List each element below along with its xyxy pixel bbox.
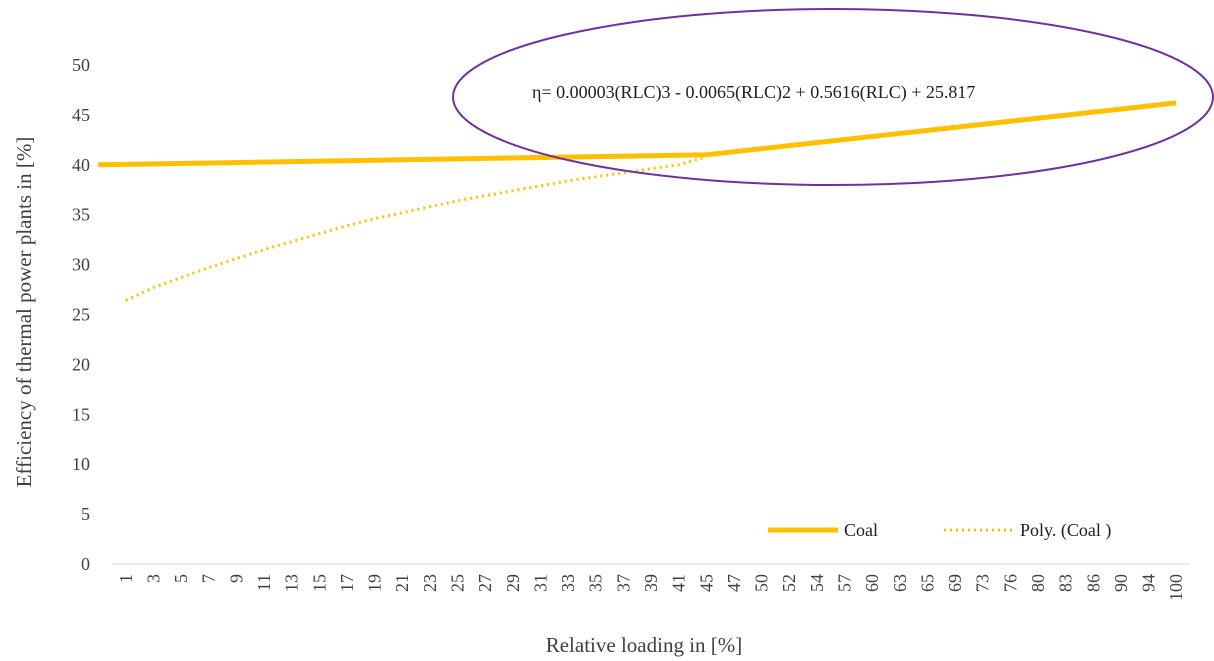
x-axis-ticks: 1 3 5 7 9 11 13 15 17 19 21 23 25 27 29 31 33 35 37 39 41 45 4… [116,574,1186,601]
legend-label-poly-coal: Poly. (Coal ) [1020,520,1111,541]
y-tick-label: 20 [72,354,90,374]
x-tick-label: 45 [696,574,716,592]
x-tick-label: 35 [586,574,606,592]
x-tick-label: 11 [254,574,274,591]
x-tick-label: 76 [1000,574,1020,592]
x-tick-label: 94 [1139,574,1159,592]
x-tick-label: 80 [1028,574,1048,592]
x-tick-label: 100 [1166,574,1186,601]
equation-highlight-ellipse [452,8,1214,186]
x-tick-label: 3 [143,574,163,583]
x-tick-label: 63 [890,574,910,592]
y-tick-label: 50 [72,55,90,75]
x-tick-label: 1 [116,574,136,583]
x-tick-label: 86 [1083,574,1103,592]
x-tick-label: 21 [392,574,412,592]
trendline-equation: η= 0.00003(RLC)3 - 0.0065(RLC)2 + 0.5616… [532,82,975,103]
y-axis-ticks: 0 5 10 15 20 25 30 35 40 45 50 [72,55,90,574]
x-tick-label: 47 [724,574,744,592]
series-line-coal [98,100,1177,168]
x-tick-label: 19 [365,574,385,592]
x-axis-title: Relative loading in [%] [546,633,743,657]
x-tick-label: 33 [558,574,578,592]
x-tick-label: 17 [337,574,357,592]
x-tick-label: 5 [171,574,191,583]
x-tick-label: 31 [530,574,550,592]
y-tick-label: 5 [81,504,90,524]
y-tick-label: 0 [81,554,90,574]
x-tick-label: 90 [1111,574,1131,592]
x-tick-label: 54 [807,574,827,592]
x-tick-label: 73 [973,574,993,592]
x-tick-label: 65 [917,574,937,592]
x-tick-label: 27 [475,574,495,592]
x-tick-label: 57 [834,574,854,592]
x-tick-label: 23 [420,574,440,592]
y-tick-label: 30 [72,255,90,275]
x-tick-label: 60 [862,574,882,592]
x-tick-label: 9 [226,574,246,583]
x-tick-label: 25 [448,574,468,592]
x-tick-label: 41 [669,574,689,592]
y-tick-label: 45 [72,105,90,125]
legend-label-coal: Coal [844,520,878,540]
x-tick-label: 7 [199,574,219,583]
x-tick-label: 39 [641,574,661,592]
y-axis-title: Efficiency of thermal power plants in [%… [12,137,36,488]
y-tick-label: 40 [72,155,90,175]
y-tick-label: 35 [72,205,90,225]
x-tick-label: 83 [1056,574,1076,592]
x-tick-label: 37 [613,574,633,592]
x-tick-label: 13 [282,574,302,592]
x-tick-label: 29 [503,574,523,592]
y-tick-label: 10 [72,454,90,474]
x-tick-label: 15 [309,574,329,592]
y-tick-label: 15 [72,404,90,424]
series-line-poly-coal [125,155,707,302]
legend: Coal Poly. (Coal ) [768,520,1111,541]
x-tick-label: 69 [945,574,965,592]
series-layer [98,100,1177,302]
x-tick-label: 52 [779,574,799,592]
x-tick-label: 50 [752,574,772,592]
y-tick-label: 25 [72,305,90,325]
